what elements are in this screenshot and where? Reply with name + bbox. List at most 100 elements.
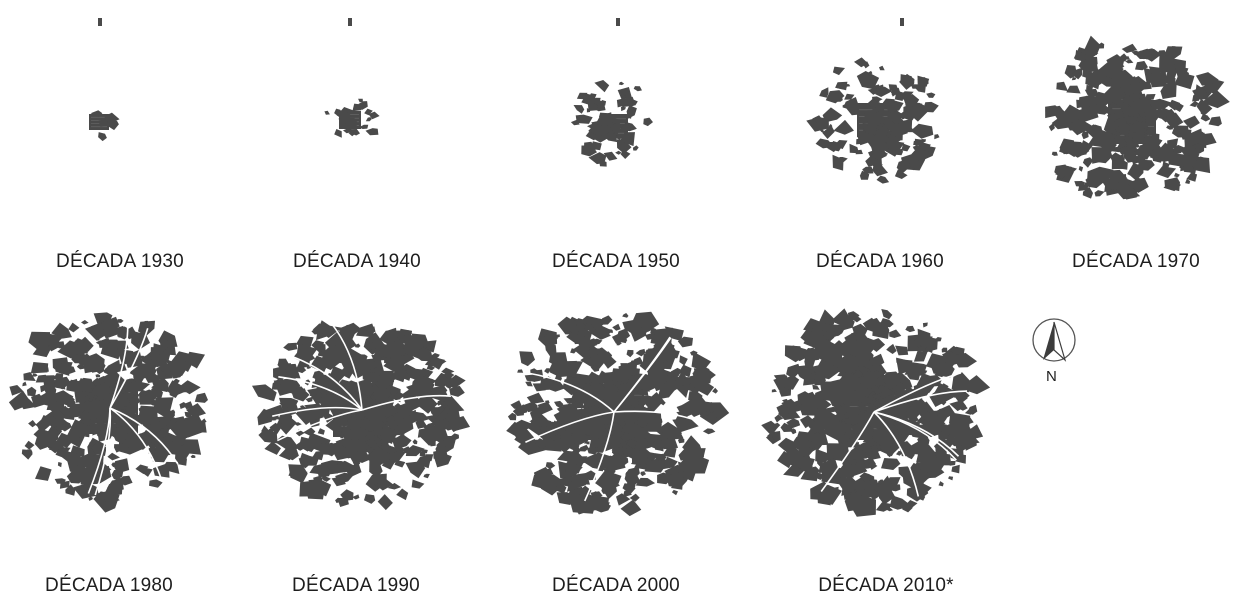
urban-parcel (1149, 153, 1157, 159)
urban-parcel (577, 444, 589, 452)
urban-parcel (1183, 115, 1200, 129)
urban-parcel (544, 400, 550, 404)
urban-parcel (514, 426, 536, 450)
urban-parcel (821, 469, 833, 476)
urban-parcel (1127, 177, 1149, 193)
urban-parcel (626, 105, 637, 119)
urban-parcel (1160, 83, 1177, 99)
urban-parcel (702, 428, 716, 435)
urban-parcel (305, 396, 314, 403)
urban-parcel (901, 92, 913, 104)
urban-parcel (507, 412, 517, 421)
urban-parcel (1159, 56, 1176, 73)
urban-parcel (872, 164, 883, 173)
urban-parcel (859, 472, 871, 482)
urban-parcel (1082, 69, 1094, 80)
urban-parcel (160, 423, 168, 429)
urban-parcel (624, 418, 636, 427)
urban-parcel (1172, 144, 1185, 155)
urban-parcel (867, 70, 873, 76)
urban-parcel (95, 336, 100, 341)
urban-parcel (586, 441, 590, 445)
urban-parcel (854, 57, 869, 68)
urban-parcel (815, 472, 826, 480)
urban-parcel (805, 433, 825, 443)
urban-parcel (194, 392, 208, 403)
urban-parcel (183, 401, 193, 410)
urban-parcel (1131, 50, 1139, 56)
urban-parcel (623, 401, 631, 408)
urban-parcel (799, 415, 815, 429)
road-corridor (361, 394, 451, 411)
urban-parcel (586, 108, 591, 113)
urban-parcel (526, 392, 545, 404)
urban-parcel (317, 466, 332, 478)
urban-parcel (583, 417, 607, 440)
urban-parcel (51, 409, 66, 420)
urban-parcel (595, 112, 613, 127)
urban-parcel (283, 342, 298, 351)
urban-parcel (1086, 95, 1105, 110)
urban-parcel (589, 435, 608, 449)
road-corridor (331, 324, 363, 411)
urban-parcel (1136, 159, 1155, 171)
urban-parcel (780, 422, 794, 432)
urban-parcel (608, 329, 613, 334)
urban-parcel (1195, 156, 1205, 162)
urban-parcel (166, 410, 175, 421)
urban-parcel (135, 464, 149, 475)
urban-parcel (1078, 166, 1084, 172)
urban-parcel (590, 364, 600, 372)
urban-parcel (1147, 126, 1157, 136)
urban-parcel (895, 148, 903, 156)
urban-parcel (1094, 190, 1105, 197)
urban-parcel (150, 421, 161, 433)
caption-decade-1940: DÉCADA 1940 (293, 251, 421, 272)
urban-parcel (128, 363, 154, 380)
road-corridor (109, 407, 163, 480)
urban-parcel (354, 343, 361, 348)
urban-parcel (51, 322, 72, 339)
urban-footprint-shapes (252, 320, 470, 511)
urban-parcel (578, 336, 595, 354)
road-corridor (873, 372, 962, 413)
urban-parcel (1100, 178, 1118, 190)
urban-parcel (606, 457, 626, 472)
urban-parcel (76, 364, 86, 370)
urban-parcel (899, 73, 915, 90)
urban-parcel (163, 434, 173, 445)
urban-parcel (412, 439, 418, 445)
outlying-settlement (900, 18, 904, 26)
urban-footprint-shapes (506, 311, 730, 517)
road-corridor (873, 390, 968, 413)
urban-parcel (555, 361, 584, 378)
urban-parcel (560, 477, 573, 487)
urban-parcel (878, 84, 884, 88)
caption-decade-2010: DÉCADA 2010* (818, 575, 954, 596)
urban-parcel (1127, 105, 1137, 114)
urban-parcel (784, 385, 791, 391)
urban-parcel (857, 133, 871, 146)
urban-parcel (886, 343, 897, 354)
urban-parcel (867, 479, 879, 486)
urban-parcel (692, 367, 712, 385)
urban-parcel (1128, 97, 1152, 116)
urban-parcel (941, 423, 948, 429)
urban-parcel (862, 317, 884, 334)
caption-decade-1990: DÉCADA 1990 (292, 575, 420, 596)
urban-parcel (415, 418, 428, 429)
urban-parcel (1125, 59, 1134, 64)
urban-parcel (524, 374, 535, 382)
urban-parcel (1182, 164, 1194, 173)
urban-parcel (31, 393, 48, 408)
urban-footprint-shapes (806, 18, 940, 184)
urban-parcel (365, 326, 376, 335)
urban-parcel (676, 410, 686, 417)
urban-parcel (1167, 138, 1179, 149)
urban-parcel (1135, 115, 1146, 123)
urban-parcel (588, 346, 601, 357)
urban-parcel (683, 448, 706, 461)
urban-parcel (666, 473, 688, 489)
urban-parcel (1130, 87, 1141, 95)
urban-parcel (845, 107, 862, 116)
